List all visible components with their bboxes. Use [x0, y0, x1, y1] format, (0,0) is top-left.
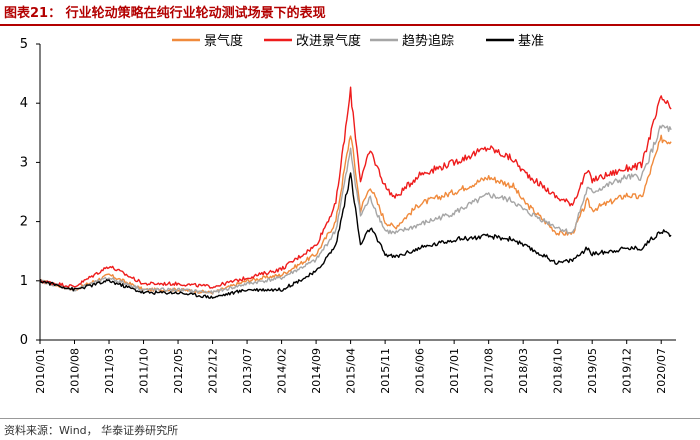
series-line-gaijin: [39, 86, 672, 289]
chart-area: 0 1 2 3 4 5 2010/01 2010/08 2011/03 2011/10 2012/0…: [0, 26, 700, 416]
x-tick-label: 2017/01: [448, 348, 461, 394]
legend-label: 改进景气度: [296, 33, 361, 49]
y-tick-label: 0: [20, 333, 28, 348]
x-tick-label: 2019/05: [586, 348, 599, 394]
legend-label: 趋势追踪: [402, 33, 454, 49]
x-tick-label: 2019/12: [621, 348, 634, 394]
x-tick-label: 2012/12: [207, 348, 220, 394]
line-chart: 0 1 2 3 4 5 2010/01 2010/08 2011/03 2011/10 2012/0…: [20, 33, 676, 394]
x-tick-label: 2014/09: [310, 348, 323, 394]
series-line-jingqidu: [39, 134, 672, 295]
x-tick-label: 2018/03: [517, 348, 530, 394]
x-tick-label: 2017/08: [483, 348, 496, 394]
series-line-jizhun: [39, 172, 672, 299]
title-bar: 图表21： 行业轮动策略在纯行业轮动测试场景下的表现: [0, 0, 700, 26]
y-tick-label: 3: [20, 155, 28, 170]
page-title: 图表21： 行业轮动策略在纯行业轮动测试场景下的表现: [4, 6, 326, 21]
x-tick-label: 2015/11: [379, 348, 392, 394]
y-tick-label: 2: [20, 215, 28, 230]
x-tick-label: 2010/01: [34, 348, 47, 394]
y-tick-label: 1: [20, 274, 28, 289]
x-tick-label: 2013/07: [241, 348, 254, 394]
series-line-qushi: [39, 124, 672, 295]
y-tick-label: 5: [20, 37, 28, 52]
x-tick-label: 2015/04: [345, 348, 358, 394]
legend-label: 景气度: [204, 33, 243, 49]
x-tick-label: 2011/03: [103, 348, 116, 394]
x-tick-label: 2011/10: [138, 348, 151, 394]
x-tick-label: 2014/02: [276, 348, 289, 394]
x-tick-label: 2012/05: [172, 348, 185, 394]
x-tick-label: 2020/07: [655, 348, 668, 394]
source-divider: [0, 418, 700, 419]
source-note: 资料来源：Wind， 华泰证券研究所: [4, 424, 179, 437]
x-tick-label: 2018/10: [552, 348, 565, 394]
x-tick-label: 2016/06: [414, 348, 427, 394]
x-tick-label: 2010/08: [69, 348, 82, 394]
y-tick-label: 4: [20, 96, 28, 111]
legend-label: 基准: [518, 34, 544, 49]
